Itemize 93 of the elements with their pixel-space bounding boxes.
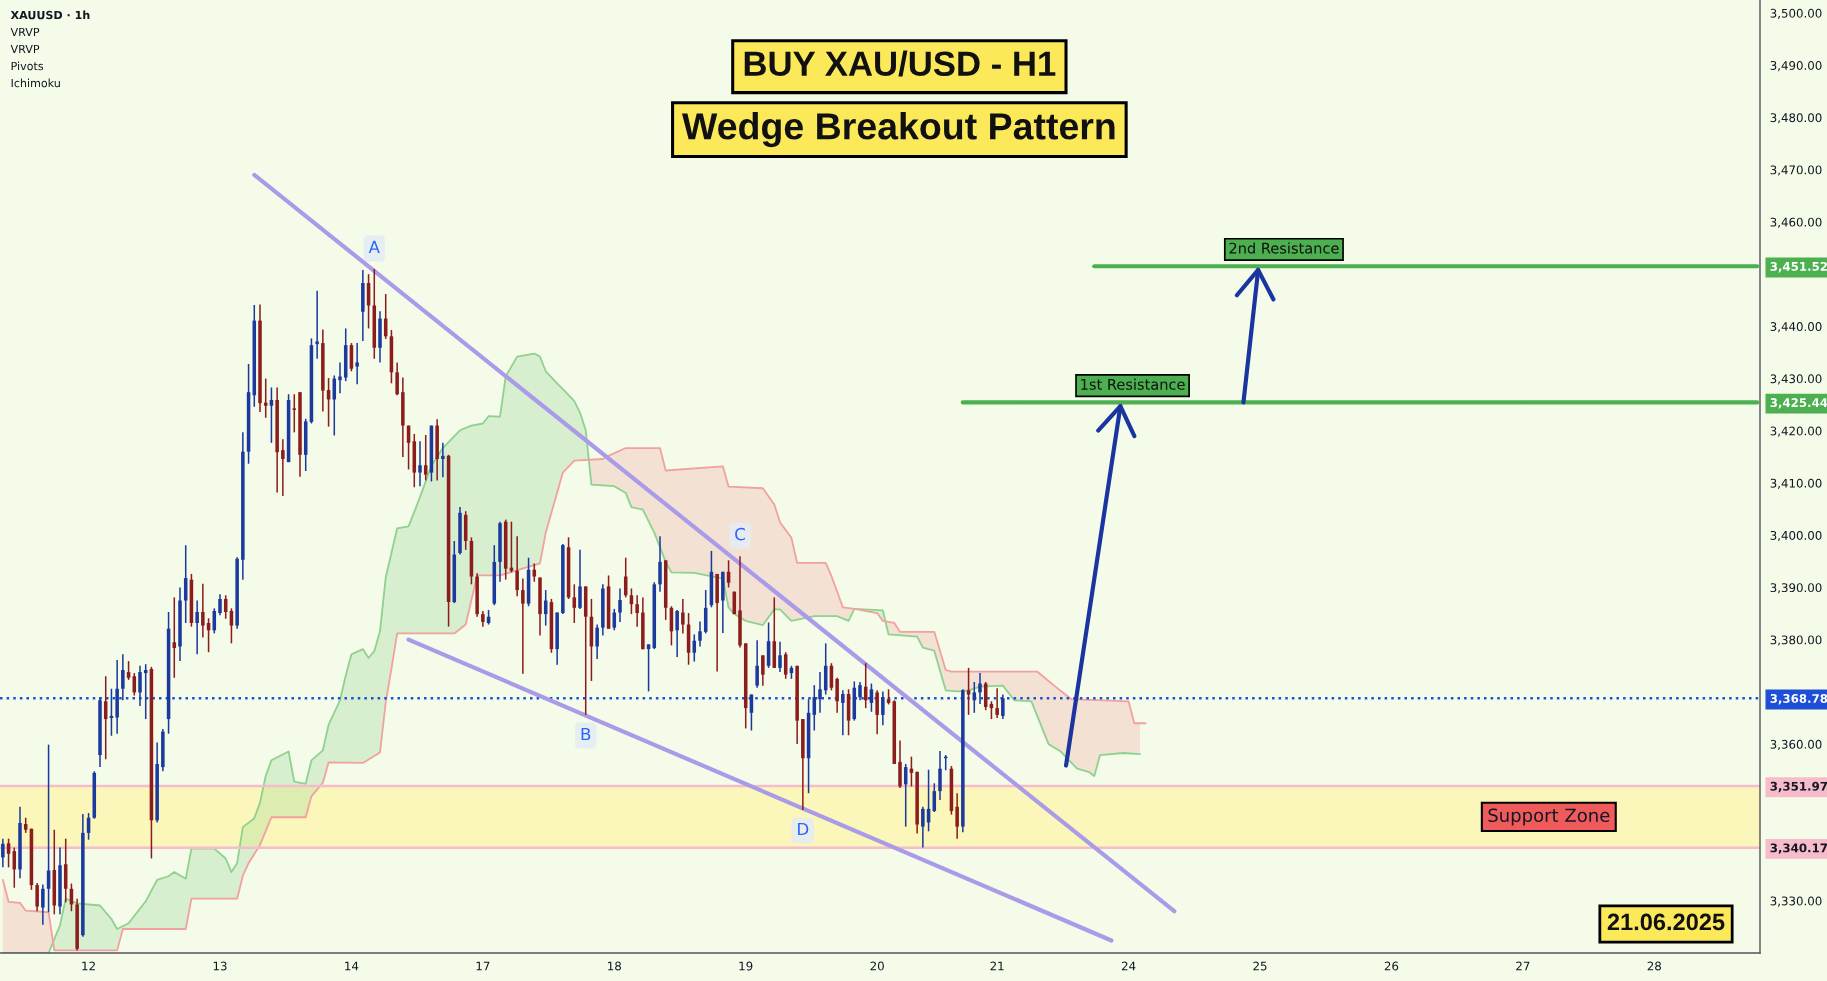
candlestick [269,386,274,444]
candlestick [978,672,982,705]
y-tick-label: 3,410.00 [1770,478,1822,489]
candlestick [995,687,999,719]
x-tick-label: 21 [990,961,1004,971]
candlestick [138,665,142,707]
candlestick [858,681,862,702]
candlestick [881,690,885,727]
x-tick-label: 27 [1516,961,1530,971]
x-tick-label: 20 [870,961,884,971]
candlestick [172,596,177,679]
candlestick [35,882,39,912]
candlestick [635,594,639,628]
candlestick [195,599,199,656]
candlestick [418,440,422,487]
y-tick-label: 3,480.00 [1770,113,1822,124]
annotation: A [368,240,380,253]
candlestick [126,660,131,681]
annotation: Ichimoku [11,78,60,88]
text: BUY XAU/USD - H1 [744,50,1056,77]
text: Wedge Breakout Pattern [681,112,1115,148]
candlestick [761,654,765,687]
candlestick [218,593,222,616]
annotation: VRVP [10,44,40,54]
candlestick [938,750,942,801]
y-tick-label: 3,351.97 [1770,781,1827,793]
y-tick-label: 3,440.00 [1770,322,1822,333]
x-tick-label: 25 [1253,961,1267,971]
candlestick [521,577,525,675]
x-tick-label: 24 [1121,961,1136,971]
y-tick-label: 3,500.00 [1770,8,1822,19]
candlestick [395,361,399,397]
y-tick-label: 3,380.00 [1770,635,1822,646]
candlestick [818,671,822,714]
candlestick [578,549,582,610]
y-tick-label: 3,470.00 [1770,165,1822,176]
x-tick-label: 26 [1384,961,1399,971]
candlestick [835,677,839,714]
candlestick [618,587,622,623]
annotation: D [798,822,809,836]
y-tick-label: 3,490.00 [1770,61,1822,72]
candlestick [41,883,45,926]
y-tick-label: 3,368.78 [1770,694,1827,705]
y-tick-label: 3,460.00 [1770,217,1822,228]
annotation: VRVP [10,27,40,37]
candlestick [675,609,679,658]
candlestick [966,667,971,716]
annotation: B [581,727,591,741]
x-tick-label: 17 [476,961,490,971]
x-tick-label: 12 [82,961,95,971]
candlestick [755,639,759,689]
candlestick [698,620,702,648]
candlestick [121,653,125,702]
y-tick-label: 3,425.44 [1770,398,1827,409]
y-tick-label: 3,330.00 [1770,896,1822,907]
candlestick [955,792,959,840]
x-tick-label: 28 [1647,961,1661,971]
annotation: C [735,527,745,541]
annotation: Pivots [11,61,44,71]
candlestick [778,641,782,673]
y-tick-label: 3,340.17 [1770,843,1827,854]
candlestick [201,583,205,639]
candlestick [338,361,342,394]
candlestick [921,806,925,849]
x-tick-label: 13 [213,961,227,971]
annotation: 21.06.2025 [1607,913,1725,931]
candlestick [841,689,845,737]
annotation: 1st Resistance [1081,378,1185,390]
annotation: XAUUSD · 1h [10,10,90,20]
candlestick [658,535,662,593]
y-tick-label: 3,390.00 [1770,583,1822,594]
x-tick-label: 19 [739,961,753,971]
candlestick [515,535,519,598]
candlestick [423,434,428,482]
candlestick [1,837,5,869]
candlestick [875,689,879,735]
candlestick [681,598,685,635]
candlestick [355,342,359,386]
candlestick [281,438,285,497]
candlestick [595,623,599,660]
y-tick-label: 3,430.00 [1770,374,1822,385]
x-tick-label: 18 [608,961,621,971]
band-label: Support Zone [1488,808,1610,826]
line-series [1,447,1147,952]
y-tick-label: 3,451.52 [1770,261,1827,273]
candlestick [292,393,297,434]
y-tick-label: 3,400.00 [1770,530,1822,542]
candlestick [441,442,445,479]
y-tick-label: 3,420.00 [1770,426,1822,437]
x-tick-label: 14 [345,961,359,971]
y-tick-label: 3,360.00 [1770,739,1822,750]
annotation: 2nd Resistance [1229,242,1339,254]
candlestick [1001,693,1005,720]
